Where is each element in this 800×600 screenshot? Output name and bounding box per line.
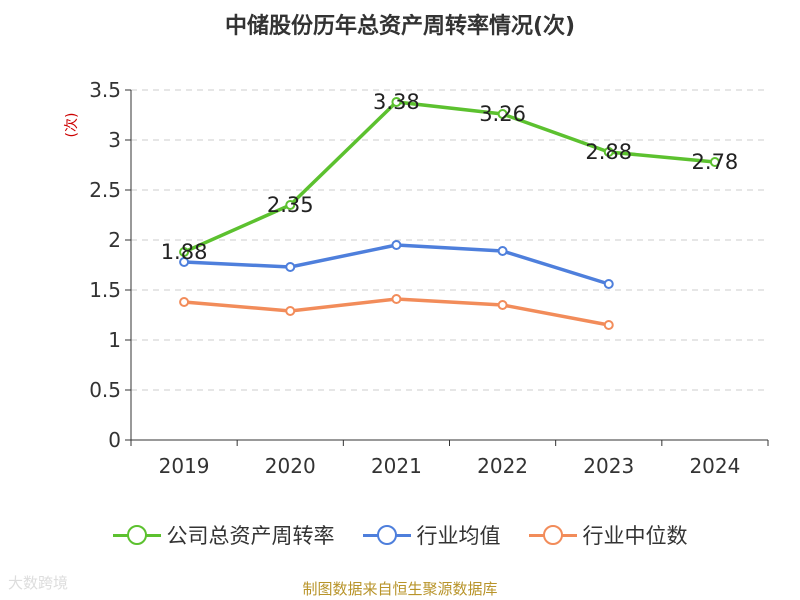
data-label: 3.26 <box>479 102 526 126</box>
legend-label: 行业中位数 <box>582 524 688 548</box>
series-line <box>184 243 610 286</box>
y-tick-label: 0.5 <box>89 378 121 402</box>
watermark: 大数跨境 <box>8 574 69 592</box>
x-tick-label: 2020 <box>265 454 316 478</box>
x-tick-label: 2024 <box>689 454 740 478</box>
data-label: 3.38 <box>373 90 420 114</box>
legend-item[interactable]: 行业均值 <box>362 520 501 550</box>
data-point <box>285 200 296 210</box>
data-point <box>285 306 296 316</box>
y-tick-label: 2 <box>108 228 121 252</box>
data-point <box>391 240 402 250</box>
legend-marker-icon <box>362 525 411 545</box>
data-label: 1.88 <box>161 240 208 264</box>
data-point <box>603 147 614 157</box>
data-point <box>179 297 190 307</box>
data-point <box>179 257 190 267</box>
data-point <box>179 247 190 257</box>
y-tick-label: 0 <box>108 428 121 452</box>
data-label: 2.88 <box>585 140 632 164</box>
legend-label: 公司总资产周转率 <box>166 524 335 548</box>
data-point <box>497 246 508 256</box>
legend-item[interactable]: 行业中位数 <box>528 520 688 550</box>
data-point <box>603 279 614 289</box>
legend-marker-icon <box>528 525 577 545</box>
legend-label: 行业均值 <box>416 524 501 548</box>
x-tick-label: 2021 <box>371 454 422 478</box>
data-point <box>391 97 402 107</box>
data-label: 2.78 <box>692 150 739 174</box>
chart-title: 中储股份历年总资产周转率情况(次) <box>224 14 576 39</box>
data-point <box>709 157 720 167</box>
series-line <box>183 100 716 254</box>
y-axis-label: (次) <box>64 113 80 138</box>
y-tick-label: 2.5 <box>89 178 121 202</box>
y-tick-label: 1 <box>108 328 121 352</box>
x-tick-label: 2019 <box>159 454 210 478</box>
source-note: 制图数据来自恒生聚源数据库 <box>302 580 498 598</box>
data-point <box>497 109 508 119</box>
y-tick-label: 1.5 <box>89 278 121 302</box>
data-point <box>603 320 614 330</box>
data-point <box>497 300 508 310</box>
x-tick-label: 2022 <box>477 454 528 478</box>
data-label: 2.35 <box>267 193 314 217</box>
data-point <box>285 262 296 272</box>
legend-marker-icon <box>112 525 161 545</box>
x-tick-label: 2023 <box>583 454 634 478</box>
legend: 公司总资产周转率 行业均值 行业中位数 <box>0 520 800 550</box>
legend-item[interactable]: 公司总资产周转率 <box>112 520 335 550</box>
y-tick-label: 3.5 <box>89 78 121 102</box>
y-tick-label: 3 <box>108 128 121 152</box>
data-point <box>391 294 402 304</box>
